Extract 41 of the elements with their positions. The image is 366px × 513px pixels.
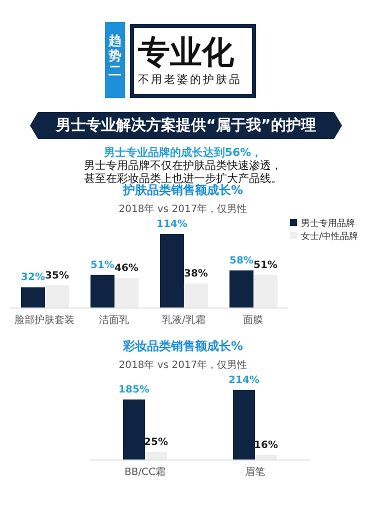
bar: [253, 274, 278, 308]
data-label: 58%: [229, 255, 254, 266]
text: 甚至在彩妆品类上也进一步扩大产品线。: [83, 172, 283, 185]
data-label: 46%: [114, 263, 138, 274]
data-label: 16%: [254, 440, 278, 451]
bar: [45, 285, 69, 308]
bar: [90, 274, 114, 308]
data-label: 185%: [118, 384, 150, 396]
legend-label: 女士/中性品牌: [300, 231, 358, 244]
chart-subtitle: 2018年 vs 2017年，仅男性: [118, 358, 248, 372]
legend-label: 男士专用品牌: [300, 218, 356, 231]
data-label: 114%: [156, 219, 188, 230]
x-tick-label: BB/CC霜: [124, 467, 166, 478]
text: 趋势二: [108, 34, 122, 79]
chart-subtitle: 2018年 vs 2017年，仅男性: [118, 202, 248, 216]
bar: [21, 287, 45, 308]
text: 不用老婆的护肤品: [138, 72, 243, 87]
data-label: 214%: [228, 375, 260, 386]
bar: [229, 270, 254, 308]
text: 专业化: [138, 32, 235, 72]
data-label: 51%: [90, 260, 114, 271]
text: 男士专业解决方案提供“属于我”的护理: [30, 112, 342, 139]
bar: [145, 452, 167, 460]
x-tick-label: 脸部护肤套装: [14, 314, 75, 326]
bar: [233, 390, 255, 460]
data-label: 32%: [21, 272, 45, 284]
text: 男士专业品牌的成长达到56%，: [102, 146, 264, 159]
x-tick-label: 眉笔: [245, 466, 265, 478]
data-label: 38%: [184, 268, 208, 280]
data-label: 35%: [45, 270, 69, 282]
x-tick-label: 乳液/乳霜: [162, 314, 206, 326]
bar: [114, 278, 138, 308]
x-tick-label: 面膜: [243, 314, 264, 326]
bar: [160, 234, 184, 308]
bar: [184, 283, 208, 308]
chart-title: 彩妆品类销售额成长%: [122, 338, 244, 355]
bar: [123, 399, 145, 460]
x-tick-label: 洁面乳: [99, 314, 130, 326]
data-label: 51%: [253, 260, 278, 271]
chart-title: 护肤品类销售额成长%: [122, 183, 244, 199]
text: 男士专用品牌不仅在护肤品类快速渗透，: [83, 159, 283, 172]
